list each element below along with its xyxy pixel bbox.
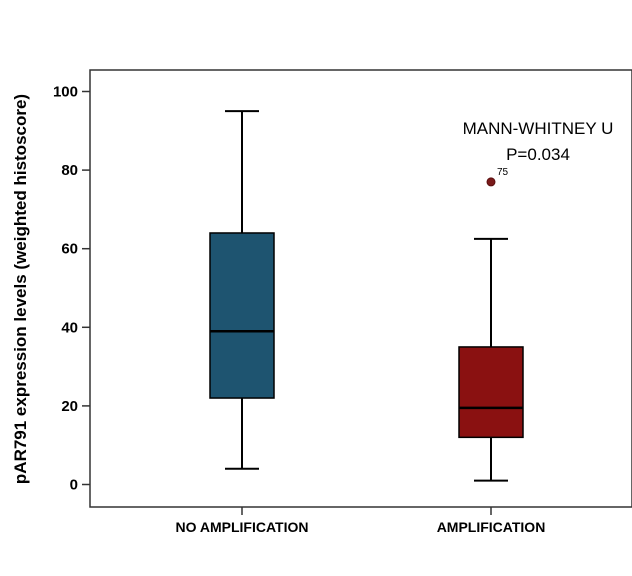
x-tick-label: NO AMPLIFICATION <box>176 519 309 535</box>
box-group: 75 <box>458 167 524 482</box>
box-iqr <box>458 346 524 439</box>
outlier-point <box>486 177 496 187</box>
x-tick-label: AMPLIFICATION <box>437 519 546 535</box>
annotation-p-value: P=0.034 <box>506 145 570 164</box>
y-tick-label: 0 <box>70 477 78 494</box>
y-axis: 0 20 40 60 80 100 <box>53 84 90 494</box>
y-tick-label: 80 <box>61 162 78 179</box>
x-axis: NO AMPLIFICATION AMPLIFICATION <box>176 507 546 535</box>
y-tick-label: 60 <box>61 241 78 258</box>
box-series: 75 <box>209 110 524 482</box>
y-tick-label: 40 <box>61 319 78 336</box>
y-tick-label: 20 <box>61 398 78 415</box>
annotation-test-name: MANN-WHITNEY U <box>463 119 614 138</box>
box-iqr <box>209 232 275 399</box>
y-tick-label: 100 <box>53 84 78 101</box>
outlier-label: 75 <box>497 167 509 178</box>
y-axis-title: pAR791 expression levels (weighted histo… <box>11 94 30 484</box>
box-group <box>209 110 275 470</box>
plot-frame <box>89 69 632 508</box>
